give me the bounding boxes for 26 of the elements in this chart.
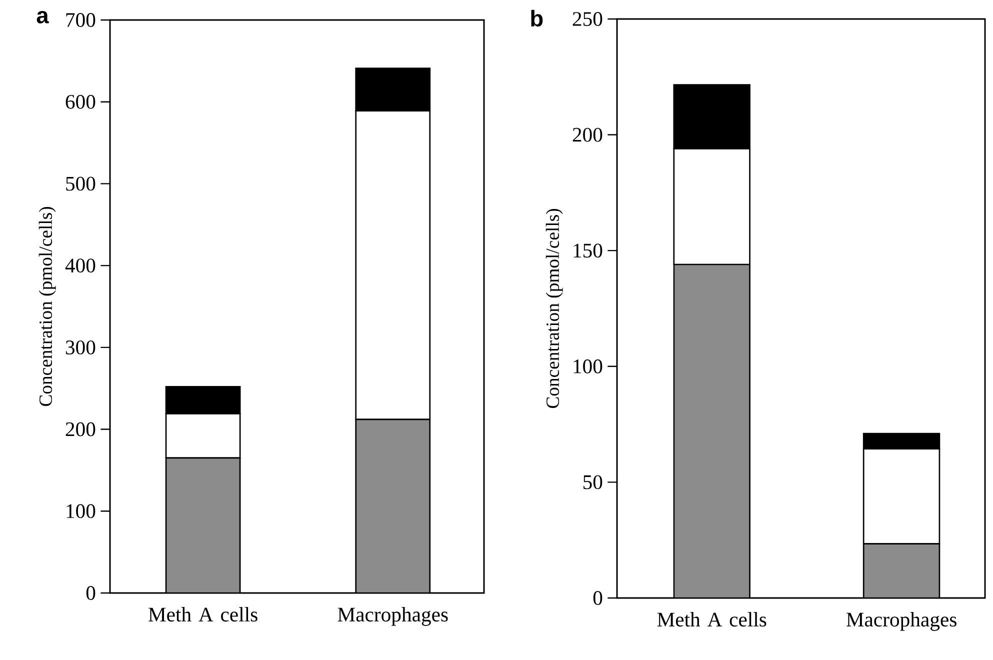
- x-tick-label: Macrophages: [846, 612, 956, 631]
- y-tick-label: 200: [66, 422, 96, 436]
- y-tick-label: 250: [572, 12, 602, 26]
- y-tick-label: 600: [66, 94, 96, 109]
- y-tick-label: 100: [574, 359, 602, 374]
- x-tick-label: Macrophages: [338, 607, 448, 626]
- y-axis-title: Concentration (pmol/cells): [546, 208, 563, 408]
- y-tick-label: 100: [66, 504, 96, 518]
- x-tick-label: Meth A cells: [657, 612, 766, 627]
- bar: [355, 418, 431, 593]
- y-tick-label: 150: [574, 244, 602, 258]
- bar: [862, 543, 940, 598]
- y-tick-label: 0: [593, 591, 602, 605]
- bar: [673, 264, 750, 598]
- y-tick-label: 300: [66, 340, 96, 354]
- bar: [165, 457, 241, 593]
- y-tick-label: 700: [66, 13, 96, 27]
- y-tick-label: 200: [572, 128, 602, 142]
- y-tick-label: 0: [86, 586, 96, 600]
- y-tick-label: 400: [65, 258, 96, 273]
- y-tick-label: 50: [583, 475, 602, 490]
- y-tick-label: 500: [66, 176, 96, 191]
- chart-title: a: [36, 10, 49, 24]
- x-tick-label: Meth A cells: [148, 607, 258, 622]
- chart-title: b: [531, 10, 543, 27]
- y-axis-title: Concentration (pmol/cells): [38, 206, 56, 406]
